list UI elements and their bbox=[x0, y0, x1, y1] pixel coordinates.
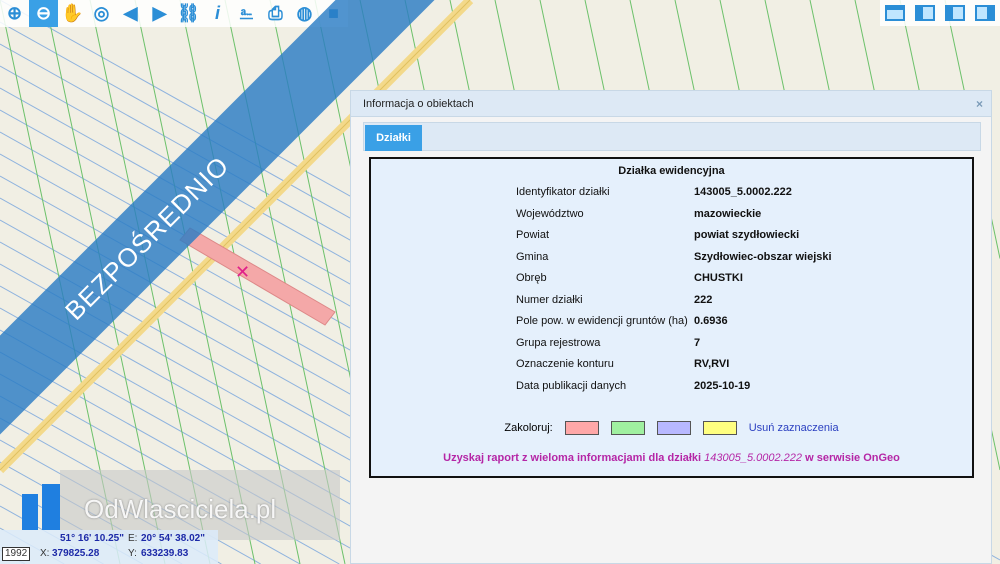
report-prefix: Uzyskaj raport z wieloma informacjami dl… bbox=[443, 452, 705, 464]
row-label: Oznaczenie konturu bbox=[516, 358, 614, 370]
coord-e-label: E: bbox=[128, 533, 138, 544]
section-title: Działka ewidencyjna bbox=[618, 165, 725, 177]
clear-selection-link[interactable]: Usuń zaznaczenia bbox=[748, 422, 839, 434]
info-row: Numer działki 222 bbox=[516, 294, 712, 306]
swatch-red[interactable] bbox=[564, 421, 599, 435]
info-icon[interactable]: i bbox=[214, 3, 220, 23]
row-label: Obręb bbox=[516, 272, 547, 284]
row-label: Województwo bbox=[516, 207, 584, 220]
report-id: 143005_5.0002.222 bbox=[704, 452, 803, 464]
road-edge bbox=[0, 0, 471, 471]
row-value: RV,RVI bbox=[694, 358, 730, 370]
row-value: Szydłowiec-obszar wiejski bbox=[694, 250, 832, 263]
map-toolbar: ⊕ ⊖ ✋ ◎ ◀ ▶ ⛓ i ⎁ ⎙ ◍ ■ bbox=[0, 0, 348, 27]
row-value: 2025-10-19 bbox=[694, 379, 751, 392]
panel-arrow-icon[interactable] bbox=[940, 0, 970, 26]
epsg-select[interactable]: 1992 bbox=[2, 547, 31, 561]
measure-icon[interactable]: ⎁ bbox=[239, 3, 254, 23]
row-label: Numer działki bbox=[516, 293, 583, 306]
print-icon[interactable]: ⎙ bbox=[268, 3, 283, 23]
logo-icon bbox=[22, 484, 60, 530]
info-row: Pole pow. w ewidencji gruntów (ha) 0.6936 bbox=[516, 315, 728, 327]
coord-x: 379825.28 bbox=[52, 548, 100, 559]
colorize-row: Zakoloruj: Usuń zaznaczenia bbox=[371, 421, 972, 435]
info-row: Oznaczenie konturu RV,RVI bbox=[516, 358, 729, 370]
parcel-boundary bbox=[0, 329, 419, 564]
coord-x-label: X: bbox=[40, 548, 50, 559]
info-row: Powiat powiat szydłowiecki bbox=[516, 229, 799, 241]
link-icon[interactable]: ⛓ bbox=[177, 3, 200, 23]
zoom-extent-icon[interactable]: ◎ bbox=[93, 3, 110, 23]
dialog-title: Informacja o obiektach bbox=[351, 91, 991, 117]
report-link[interactable]: Uzyskaj raport z wieloma informacjami dl… bbox=[371, 452, 972, 464]
row-value: 143005_5.0002.222 bbox=[694, 186, 792, 198]
swatch-green[interactable] bbox=[610, 421, 645, 435]
coord-e: 20° 54' 38.02" bbox=[141, 533, 205, 544]
layout-top-icon[interactable] bbox=[880, 0, 910, 26]
row-label: Identyfikator działki bbox=[516, 186, 610, 198]
row-label: Gmina bbox=[516, 250, 549, 263]
tab-bar: Działki bbox=[363, 122, 981, 151]
row-value: 7 bbox=[694, 336, 701, 349]
info-row: Grupa rejestrowa 7 bbox=[516, 337, 700, 349]
coord-y-label: Y: bbox=[128, 548, 137, 559]
row-label: Grupa rejestrowa bbox=[516, 336, 601, 349]
parcel-info: Działka ewidencyjna Identyfikator działk… bbox=[369, 157, 974, 478]
row-label: Pole pow. w ewidencji gruntów (ha) bbox=[516, 315, 688, 327]
coord-n: 51° 16' 10.25" bbox=[60, 533, 124, 544]
row-value: mazowieckie bbox=[694, 207, 762, 220]
row-value: powiat szydłowiecki bbox=[694, 229, 800, 241]
zoom-in-icon[interactable]: ⊕ bbox=[6, 3, 23, 23]
report-suffix: w serwisie OnGeo bbox=[802, 452, 900, 464]
watermark: OdWlasciciela.pl bbox=[84, 494, 277, 524]
row-label: Data publikacji danych bbox=[516, 379, 627, 392]
info-row: Obręb CHUSTKI bbox=[516, 272, 743, 284]
coord-y: 633239.83 bbox=[141, 548, 189, 559]
pan-hand-icon[interactable]: ✋ bbox=[61, 3, 84, 23]
layout-left-icon[interactable] bbox=[910, 0, 940, 26]
close-icon[interactable]: × bbox=[975, 97, 983, 111]
zoom-out-icon[interactable]: ⊖ bbox=[29, 0, 58, 27]
info-row: Gmina Szydłowiec-obszar wiejski bbox=[516, 251, 832, 263]
row-value: 0.6936 bbox=[694, 315, 728, 327]
building-area bbox=[60, 470, 340, 540]
colorize-label: Zakoloruj: bbox=[504, 422, 553, 434]
layout-right-icon[interactable] bbox=[970, 0, 1000, 26]
info-dialog: Informacja o obiektach × Działki Działka… bbox=[350, 90, 992, 564]
swatch-blue[interactable] bbox=[656, 421, 691, 435]
globe-icon[interactable]: ◍ bbox=[296, 3, 313, 23]
swatch-yellow[interactable] bbox=[702, 421, 737, 435]
forward-arrow-icon[interactable]: ▶ bbox=[152, 3, 167, 23]
row-value: 222 bbox=[694, 293, 713, 306]
row-value: CHUSTKI bbox=[694, 272, 743, 284]
info-row: Data publikacji danych 2025-10-19 bbox=[516, 380, 750, 392]
info-row: Województwo mazowieckie bbox=[516, 208, 761, 220]
row-label: Powiat bbox=[516, 229, 550, 241]
info-row: Identyfikator działki 143005_5.0002.222 bbox=[516, 186, 792, 198]
tab-dzialki[interactable]: Działki bbox=[365, 125, 422, 151]
coordinates-panel: 51° 16' 10.25" E: 20° 54' 38.02" 1992 X:… bbox=[0, 530, 218, 564]
back-arrow-icon[interactable]: ◀ bbox=[123, 3, 138, 23]
layout-tools bbox=[880, 0, 1000, 26]
parcel-marker: ✕ bbox=[235, 262, 250, 282]
